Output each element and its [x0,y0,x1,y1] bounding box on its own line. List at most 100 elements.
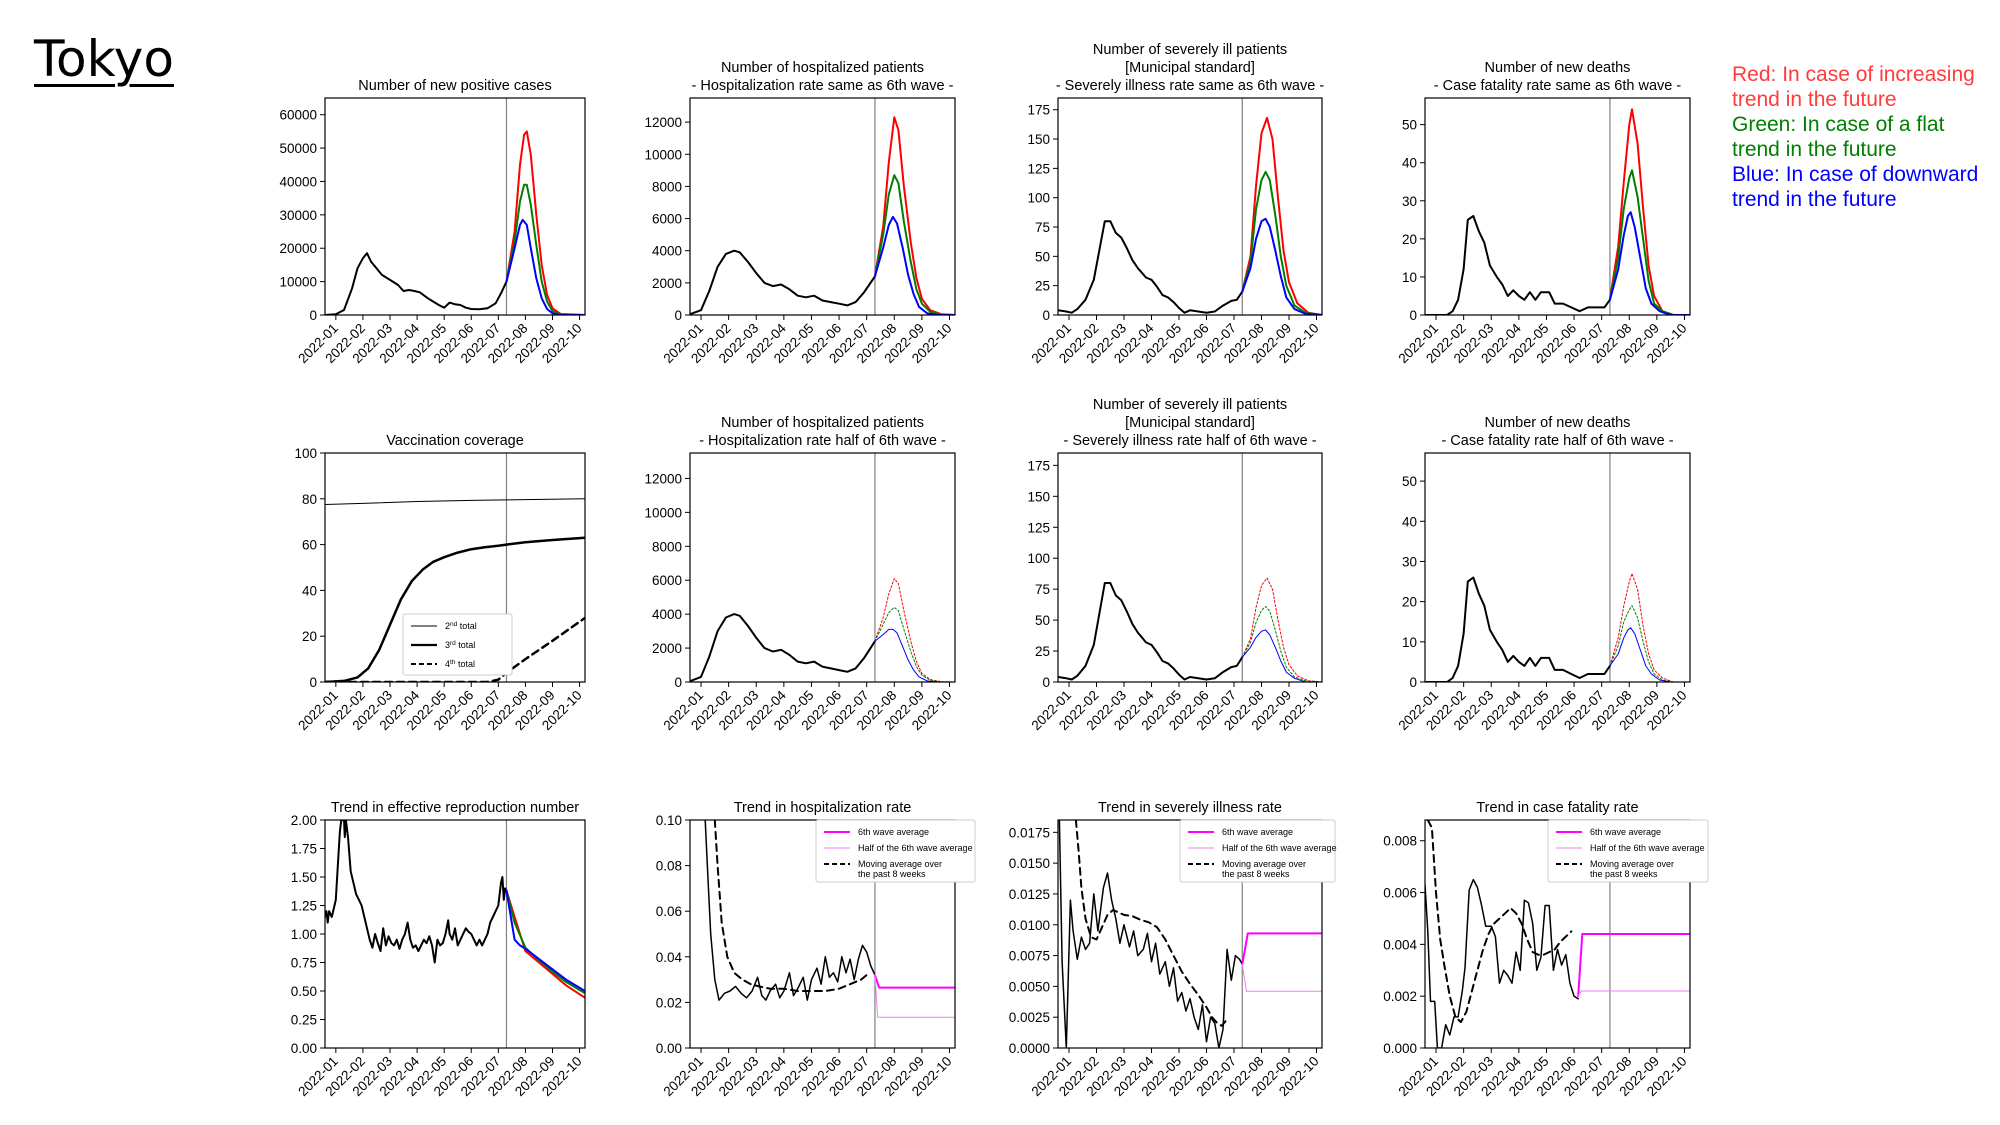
y-tick-label: 30 [1402,554,1417,569]
chart-title: Trend in case fatality rate [1476,800,1638,816]
chart-vaccination-coverage: Vaccination coverage0204060801002022-012… [294,433,586,733]
page-title: Tokyo [34,30,174,88]
legend-box [402,613,513,676]
y-tick-label: 0.0125 [1009,887,1050,902]
y-tick-label: 0.04 [656,950,683,965]
series-line-black [1058,820,1244,1048]
series-group [1425,108,1690,315]
plot-frame [1424,452,1691,683]
chart-title: Trend in severely illness rate [1098,800,1282,816]
y-tick-label: 25 [1035,279,1050,294]
y-tick-label: 0.008 [1383,834,1417,849]
legend-label: Half of the 6th wave average [858,843,973,853]
y-tick-label: 30000 [279,208,317,223]
series-line-blue [1241,217,1322,315]
chart-title: - Case fatality rate same as 6th wave - [1434,78,1682,94]
series-line-black [1074,820,1227,1027]
series-line-black [1058,582,1244,681]
y-tick-label: 4000 [652,244,682,259]
plot-frame [689,452,956,683]
y-tick-label: 60 [302,538,317,553]
chart-title: Number of new deaths [1485,60,1631,76]
y-tick-label: 0 [674,675,682,690]
y-tick-label: 10000 [279,275,317,290]
chart-severely-ill-6th-wave: Number of severely ill patients [Municipa… [1027,42,1324,366]
series-line-black [690,613,876,682]
y-tick-label: 0.25 [291,1013,317,1028]
plot-frame [1424,97,1691,316]
y-tick-label: 20000 [279,241,317,256]
series-line-black [690,249,876,315]
y-tick-label: 12000 [644,471,682,486]
y-tick-label: 50000 [279,141,317,156]
legend-note-line: trend in the future [1732,88,1897,111]
chart-title: Vaccination coverage [386,433,524,449]
y-tick-label: 12000 [644,115,682,130]
series-line-blue [874,628,955,682]
y-tick-label: 40 [1402,156,1417,171]
plot-frame [324,819,586,1049]
chart-title: - Hospitalization rate half of 6th wave … [699,433,946,449]
series-line-black [325,252,508,315]
series-line-red [1241,116,1322,315]
series-line-black [713,820,871,992]
chart-hospitalized-half: Number of hospitalized patients - Hospita… [644,415,956,733]
y-tick-label: 2000 [652,276,682,291]
y-tick-label: 8000 [652,179,682,194]
chart-title: Number of severely ill patients [1093,397,1287,413]
series-line-green [873,174,955,315]
y-tick-label: 125 [1027,161,1050,176]
y-tick-label: 10 [1402,270,1417,285]
chart-title: Trend in hospitalization rate [734,800,912,816]
y-tick-label: 1.75 [291,842,317,857]
y-tick-label: 0.10 [656,813,682,828]
series-group [1058,577,1322,682]
y-tick-label: 100 [1027,191,1050,206]
y-tick-label: 50 [1035,613,1050,628]
chart-title: Number of hospitalized patients [721,415,924,431]
y-tick-label: 0.00 [656,1041,682,1056]
chart-case-fatality-rate: Trend in case fatality rate 0.000 0.002 0.0… [1383,800,1709,1099]
chart-new-deaths-6th-wave: Number of new deaths - Case fatality rate… [1396,60,1691,366]
legend-label: 6th wave average [858,827,929,837]
y-tick-label: 1.25 [291,899,317,914]
y-tick-label: 0.75 [291,956,317,971]
y-tick-label: 1.50 [291,870,317,885]
chart-title: [Municipal standard] [1125,415,1255,431]
y-tick-label: 0.006 [1383,886,1417,901]
y-tick-label: 100 [294,446,317,461]
y-tick-label: 50 [1402,474,1417,489]
series-line-red [1609,573,1690,682]
series-line-magenta [1577,933,1690,998]
y-tick-label: 0.06 [656,904,682,919]
chart-title: - Severely illness rate same as 6th wave… [1056,78,1325,94]
legend-note-line: trend in the future [1732,188,1897,211]
y-tick-label: 0.50 [291,984,317,999]
series-line-green [1241,170,1322,315]
y-tick-label: 50 [1035,249,1050,264]
y-tick-label: 75 [1035,220,1050,235]
y-tick-label: 0 [309,308,317,323]
series-line-blue [873,215,955,315]
legend-note-line: Red: In case of increasing [1732,63,1975,86]
series-line-black [325,820,508,964]
series-line-black [1426,820,1573,1024]
legend-label: the past 8 weeks [1222,869,1290,879]
y-tick-label: 25 [1035,644,1050,659]
y-tick-label: 150 [1027,489,1050,504]
y-tick-label: 20 [1402,232,1417,247]
series-line-black [704,820,876,1001]
series-line-blue [505,218,585,315]
y-tick-label: 10 [1402,635,1417,650]
y-tick-label: 0.0175 [1009,825,1050,840]
y-tick-label: 8000 [652,539,682,554]
legend-note-line: trend in the future [1732,138,1897,161]
chart-title: Number of hospitalized patients [721,60,924,76]
y-tick-label: 0 [1042,308,1050,323]
legend-label: the past 8 weeks [1590,869,1658,879]
y-tick-label: 20 [302,629,317,644]
chart-title: - Severely illness rate half of 6th wave… [1063,433,1316,449]
series-group [325,130,585,315]
y-tick-label: 0 [1042,675,1050,690]
legend-label: 2nd total [445,621,477,632]
